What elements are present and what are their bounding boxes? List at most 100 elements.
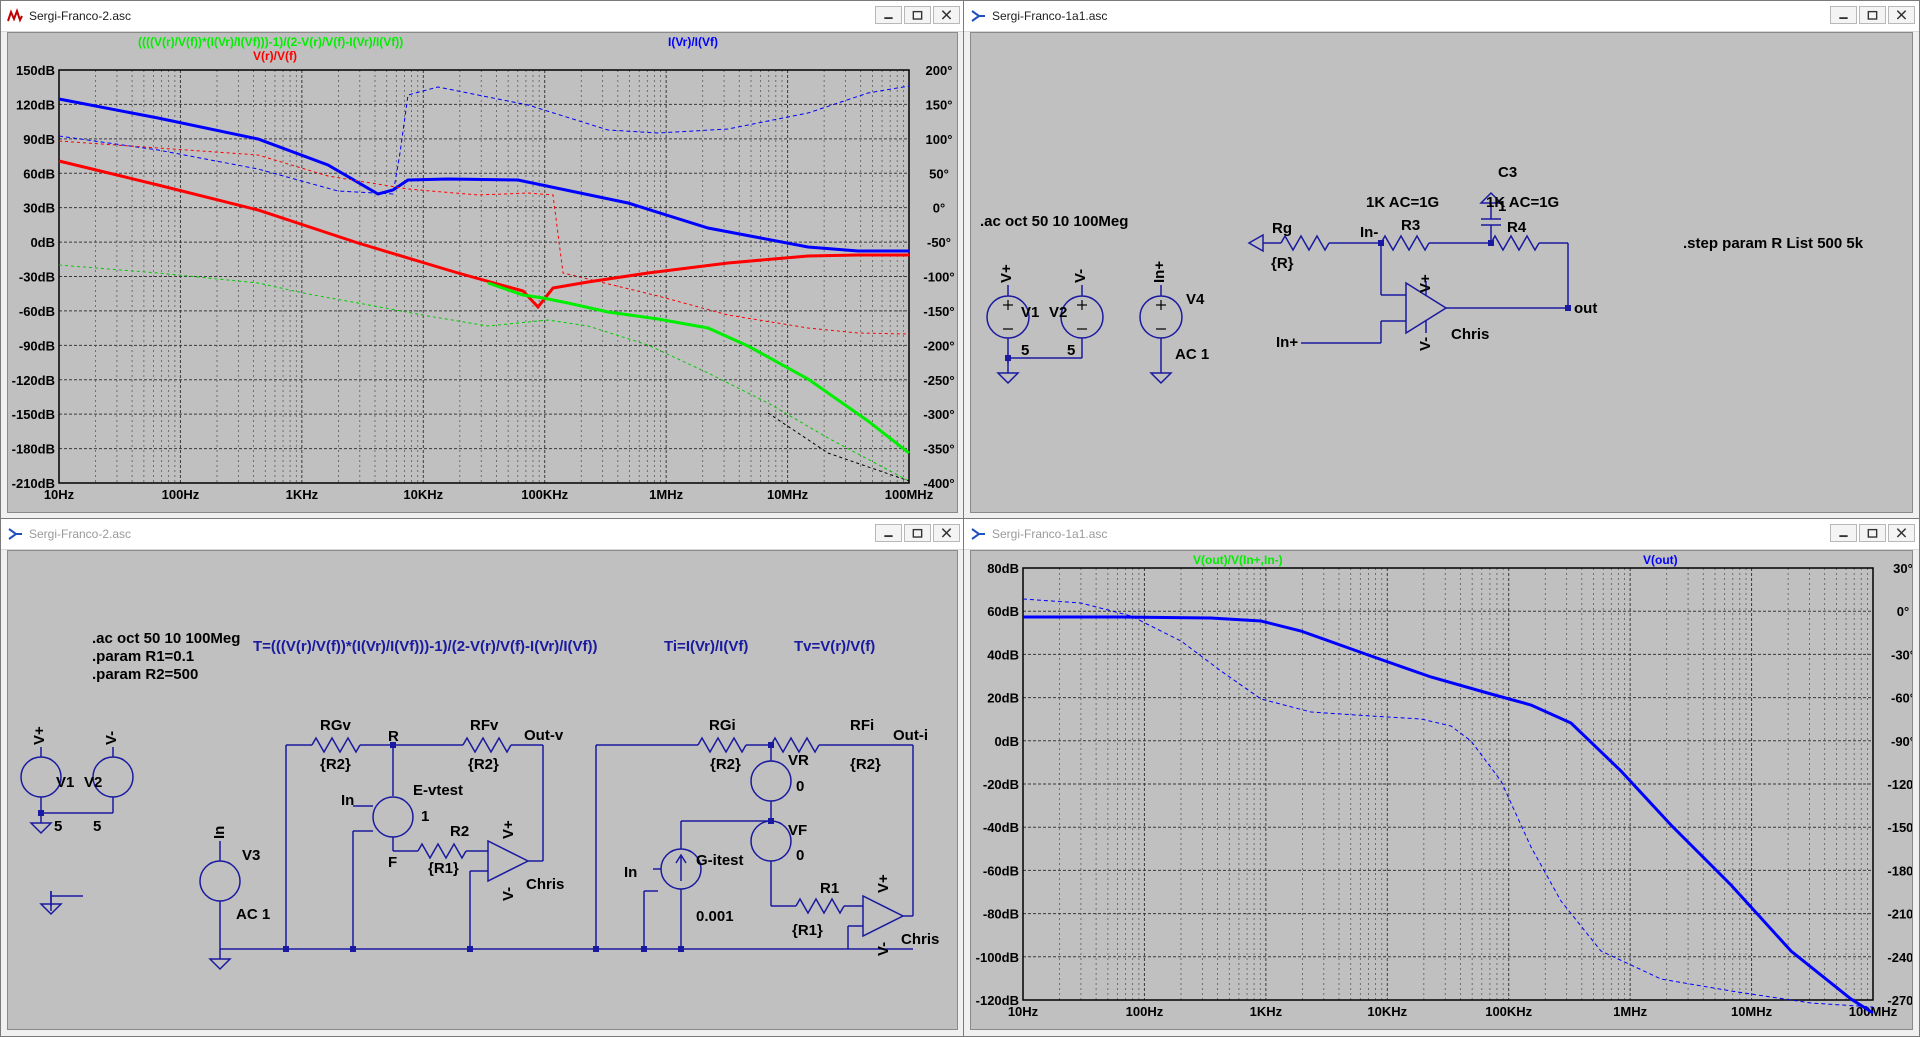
- restore-button[interactable]: [1859, 524, 1886, 542]
- net-inminus[interactable]: In-: [1360, 224, 1378, 241]
- expression-tv[interactable]: Tv=V(r)/V(f): [794, 638, 875, 655]
- opamp-vminus-1[interactable]: V-: [1417, 337, 1434, 351]
- close-button[interactable]: [1888, 524, 1915, 542]
- schematic-pane[interactable]: .ac oct 50 10 100Meg .step param R List …: [970, 32, 1913, 513]
- title-bar[interactable]: Sergi-Franco-2.asc: [1, 1, 964, 32]
- label-v3[interactable]: V3: [242, 847, 260, 864]
- net-vplus-2[interactable]: V+: [31, 726, 48, 745]
- value-egain[interactable]: 1: [421, 808, 429, 825]
- label-vr[interactable]: VR: [788, 752, 809, 769]
- net-out[interactable]: out: [1574, 300, 1597, 317]
- net-out-v[interactable]: Out-v: [524, 727, 564, 744]
- opamp-vminus-2[interactable]: V-: [500, 887, 517, 901]
- value-v1[interactable]: 5: [1021, 342, 1029, 359]
- minimize-button[interactable]: [875, 524, 902, 542]
- param-r1[interactable]: .param R1=0.1: [92, 648, 194, 665]
- value-ggain[interactable]: 0.001: [696, 908, 734, 925]
- net-vplus-1[interactable]: V+: [998, 264, 1015, 283]
- label-v4[interactable]: V4: [1186, 291, 1205, 308]
- net-f[interactable]: F: [388, 854, 397, 871]
- schematic-pane[interactable]: .ac oct 50 10 100Meg .param R1=0.1 .para…: [7, 550, 958, 1030]
- spice-directive-ac[interactable]: .ac oct 50 10 100Meg: [980, 213, 1128, 230]
- label-evtest[interactable]: E-vtest: [413, 782, 463, 799]
- value-c3[interactable]: 1: [1498, 198, 1506, 215]
- title-bar[interactable]: Sergi-Franco-1a1.asc: [964, 1, 1919, 32]
- waveform-pane[interactable]: V(out)/V(In+,In-) V(out) 10Hz 100Hz 1KHz 10…: [970, 550, 1913, 1030]
- net-in-v3[interactable]: In: [211, 826, 228, 839]
- label-r3[interactable]: R3: [1401, 217, 1420, 234]
- value-rfi[interactable]: {R2}: [850, 756, 881, 773]
- value-v2[interactable]: 5: [1067, 342, 1075, 359]
- label-v1[interactable]: V1: [1021, 304, 1039, 321]
- waveform-plot[interactable]: V(out)/V(In+,In-) V(out) 10Hz 100Hz 1KHz 10…: [971, 551, 1913, 1030]
- schematic-canvas[interactable]: .ac oct 50 10 100Meg .param R1=0.1 .para…: [8, 551, 958, 1030]
- net-inplus-1[interactable]: In+: [1151, 261, 1168, 283]
- label-v2[interactable]: V2: [1049, 304, 1067, 321]
- net-inplus-input[interactable]: In+: [1276, 334, 1298, 351]
- value-r2[interactable]: {R1}: [428, 860, 459, 877]
- value-v2b[interactable]: 5: [93, 818, 101, 835]
- trace-label-green[interactable]: V(out)/V(In+,In-): [1193, 553, 1283, 567]
- opamp-vplus-3[interactable]: V+: [875, 874, 892, 893]
- plot-window-bottom-right[interactable]: Sergi-Franco-1a1.asc V(out)/V(In+,In-) V…: [963, 518, 1920, 1037]
- title-bar[interactable]: Sergi-Franco-2.asc: [1, 519, 964, 550]
- trace-label-blue[interactable]: V(out): [1643, 553, 1678, 567]
- trace-label-red[interactable]: V(r)/V(f): [253, 49, 297, 63]
- value-vr[interactable]: 0: [796, 778, 804, 795]
- net-vminus-2[interactable]: V-: [103, 731, 120, 745]
- label-v2b[interactable]: V2: [84, 774, 102, 791]
- value-r4[interactable]: 1K AC=1G: [1486, 194, 1559, 211]
- plot-window-top-left[interactable]: Sergi-Franco-2.asc ((((V(r)/V(f))*(I(Vr)…: [0, 0, 965, 520]
- opamp-vminus-3[interactable]: V-: [875, 942, 892, 956]
- value-rgv[interactable]: {R2}: [320, 756, 351, 773]
- minimize-button[interactable]: [1830, 524, 1857, 542]
- net-in-g[interactable]: In: [624, 864, 637, 881]
- minimize-button[interactable]: [875, 6, 902, 24]
- close-button[interactable]: [933, 6, 960, 24]
- value-rg[interactable]: {R}: [1271, 255, 1294, 272]
- net-r[interactable]: R: [388, 728, 399, 745]
- value-rgi[interactable]: {R2}: [710, 756, 741, 773]
- trace-label-green[interactable]: ((((V(r)/V(f))*(I(Vr)/I(Vf)))-1)/(2-V(r)…: [138, 35, 403, 49]
- schematic-canvas[interactable]: .ac oct 50 10 100Meg .step param R List …: [971, 33, 1913, 513]
- value-vf[interactable]: 0: [796, 847, 804, 864]
- label-opamp-1[interactable]: Chris: [1451, 326, 1489, 343]
- value-rfv[interactable]: {R2}: [468, 756, 499, 773]
- label-rgv[interactable]: RGv: [320, 717, 352, 734]
- value-v3[interactable]: AC 1: [236, 906, 270, 923]
- label-opamp-3[interactable]: Chris: [901, 931, 939, 948]
- title-bar[interactable]: Sergi-Franco-1a1.asc: [964, 519, 1919, 550]
- waveform-plot[interactable]: ((((V(r)/V(f))*(I(Vr)/I(Vf)))-1)/(2-V(r)…: [8, 33, 958, 513]
- value-v1b[interactable]: 5: [54, 818, 62, 835]
- net-in-e[interactable]: In: [341, 792, 354, 809]
- spice-directive-step[interactable]: .step param R List 500 5k: [1683, 235, 1864, 252]
- net-out-i[interactable]: Out-i: [893, 727, 928, 744]
- label-r2[interactable]: R2: [450, 823, 469, 840]
- close-button[interactable]: [933, 524, 960, 542]
- param-r2[interactable]: .param R2=500: [92, 666, 198, 683]
- close-button[interactable]: [1888, 6, 1915, 24]
- value-r3[interactable]: 1K AC=1G: [1366, 194, 1439, 211]
- value-v4[interactable]: AC 1: [1175, 346, 1209, 363]
- label-rg[interactable]: Rg: [1272, 220, 1292, 237]
- label-v1b[interactable]: V1: [56, 774, 74, 791]
- label-c3[interactable]: C3: [1498, 164, 1517, 181]
- minimize-button[interactable]: [1830, 6, 1857, 24]
- expression-t[interactable]: T=(((V(r)/V(f))*(I(Vr)/I(Vf)))-1)/(2-V(r…: [253, 638, 598, 655]
- label-gitest[interactable]: G-itest: [696, 852, 744, 869]
- value-r1[interactable]: {R1}: [792, 922, 823, 939]
- label-opamp-2[interactable]: Chris: [526, 876, 564, 893]
- restore-button[interactable]: [904, 6, 931, 24]
- label-vf[interactable]: VF: [788, 822, 807, 839]
- spice-directive-ac[interactable]: .ac oct 50 10 100Meg: [92, 630, 240, 647]
- trace-label-blue[interactable]: I(Vr)/I(Vf): [668, 35, 718, 49]
- restore-button[interactable]: [904, 524, 931, 542]
- net-vminus-1[interactable]: V-: [1072, 269, 1089, 283]
- restore-button[interactable]: [1859, 6, 1886, 24]
- label-rgi[interactable]: RGi: [709, 717, 736, 734]
- label-rfi[interactable]: RFi: [850, 717, 874, 734]
- opamp-vplus-1[interactable]: V+: [1417, 274, 1434, 293]
- label-r4[interactable]: R4: [1507, 219, 1527, 236]
- schematic-window-bottom-left[interactable]: Sergi-Franco-2.asc .ac oct 50 10 100Meg …: [0, 518, 965, 1037]
- expression-ti[interactable]: Ti=I(Vr)/I(Vf): [664, 638, 748, 655]
